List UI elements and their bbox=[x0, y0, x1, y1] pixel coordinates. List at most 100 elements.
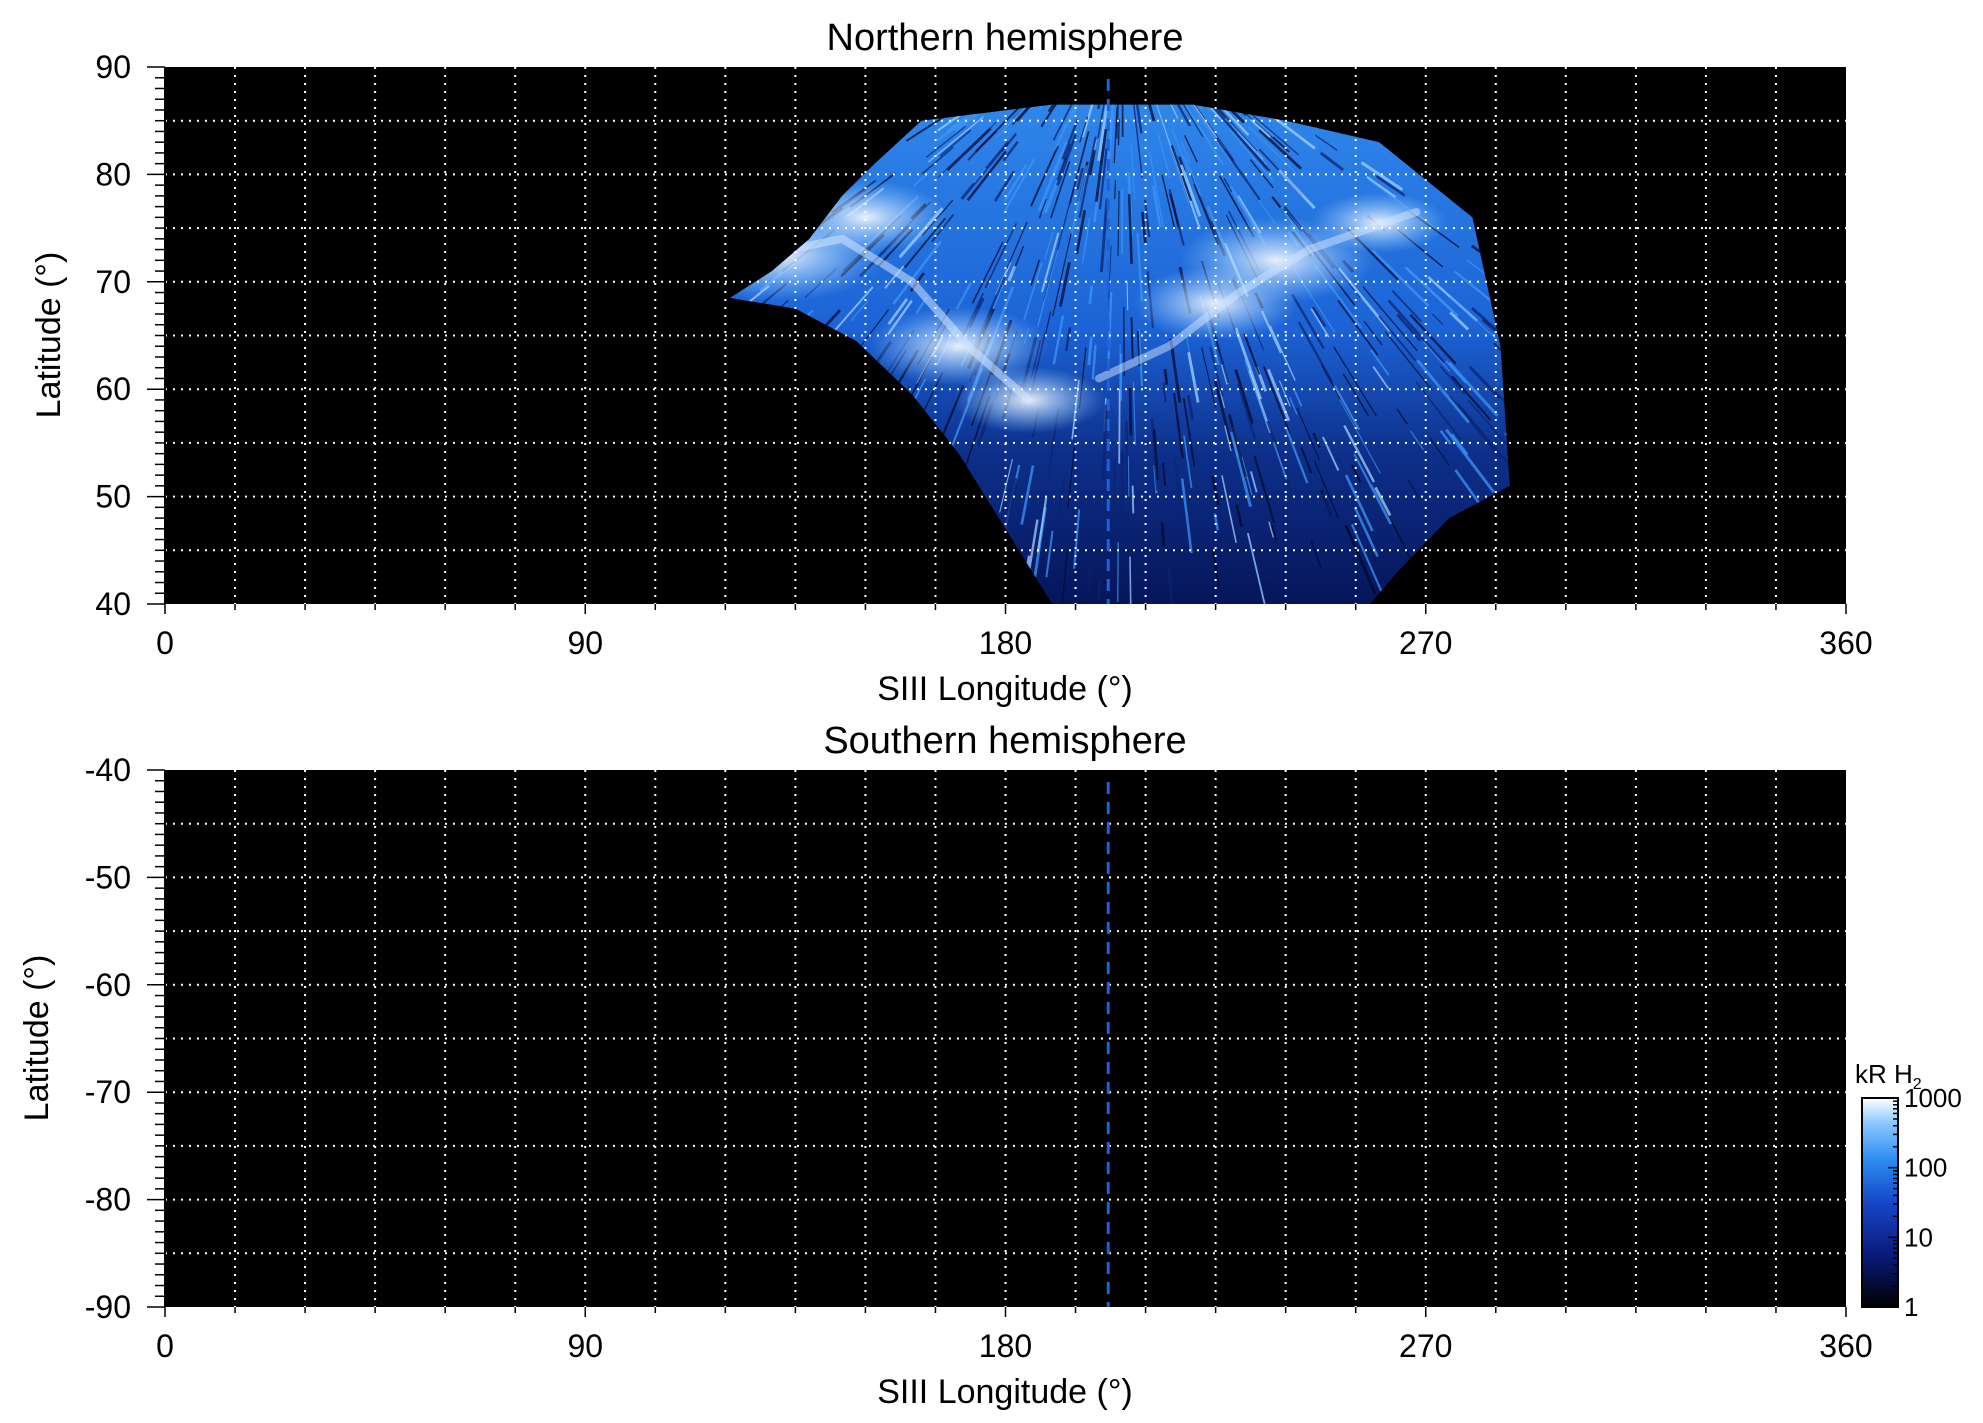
south-y-tick-label: -60 bbox=[85, 967, 131, 1003]
north-emission-streak bbox=[1333, 385, 1361, 431]
north-emission-streak bbox=[1250, 118, 1271, 139]
north-emission-streak bbox=[1360, 161, 1404, 191]
north-emission-streak bbox=[955, 282, 972, 310]
north-emission-streak bbox=[1001, 172, 1016, 195]
north-emission-streak bbox=[1363, 320, 1383, 346]
north-emission-streak bbox=[1247, 113, 1275, 138]
north-emission-streak bbox=[1030, 259, 1041, 286]
north-emission-streak bbox=[1241, 456, 1253, 496]
north-emission-streak bbox=[1125, 420, 1129, 502]
north-emission-streak bbox=[1088, 285, 1093, 305]
north-emission-streak bbox=[1113, 107, 1118, 164]
north-emission-streak bbox=[1429, 436, 1450, 466]
north-emission-streak bbox=[1351, 464, 1362, 483]
north-emission-streak bbox=[1253, 455, 1276, 524]
north-emission-streak bbox=[1006, 221, 1028, 270]
north-emission-streak bbox=[1052, 233, 1072, 317]
north-emission-streak bbox=[1211, 549, 1220, 586]
north-grid bbox=[165, 67, 1846, 604]
north-emission-streak bbox=[1296, 407, 1321, 461]
north-emission-streak bbox=[1128, 388, 1133, 436]
north-emission-streak bbox=[975, 104, 1035, 153]
south-x-axis-label: SIII Longitude (°) bbox=[877, 1373, 1133, 1411]
north-emission-streak bbox=[1432, 313, 1444, 326]
north-emission-streak bbox=[1266, 420, 1293, 491]
north-emission-streak bbox=[1044, 311, 1052, 335]
north-emission-streak bbox=[1246, 532, 1266, 604]
north-emission-streak bbox=[1387, 299, 1445, 364]
north-emission-streak bbox=[1185, 104, 1233, 163]
north-emission-streak bbox=[1450, 433, 1469, 456]
north-emission-streak bbox=[1023, 262, 1043, 321]
north-emission-streak bbox=[1167, 567, 1177, 604]
north-emission-streak bbox=[1449, 311, 1470, 331]
north-emission-streak bbox=[1244, 359, 1268, 425]
north-emission-streak bbox=[1101, 404, 1108, 480]
north-emission-streak bbox=[1468, 365, 1501, 400]
north-emission-streak bbox=[1007, 265, 1017, 282]
north-emission-streak bbox=[1378, 496, 1412, 560]
north-emission-streak bbox=[999, 458, 1013, 513]
north-emission-streak bbox=[954, 104, 1000, 132]
north-emission-streak bbox=[1036, 497, 1048, 553]
south-y-tick-label: -50 bbox=[85, 859, 131, 895]
north-emission-streak bbox=[1416, 359, 1470, 424]
north-emission-streak bbox=[1172, 392, 1184, 459]
north-emission-streak bbox=[1098, 147, 1108, 210]
north-emission-streak bbox=[1271, 525, 1278, 541]
north-emission-streak bbox=[1352, 448, 1373, 485]
colorbar-bar bbox=[1861, 1097, 1899, 1308]
north-y-tick-label: 80 bbox=[95, 156, 131, 192]
north-emission-streak bbox=[1151, 185, 1162, 228]
north-emission-streak bbox=[1311, 306, 1327, 328]
north-emission-streak bbox=[1162, 462, 1166, 486]
north-emission-streak bbox=[1269, 325, 1296, 381]
north-emission-streak bbox=[1050, 161, 1071, 219]
north-emission-streak bbox=[884, 265, 905, 289]
south-x-tick-label: 360 bbox=[1819, 1328, 1872, 1364]
north-emission-streak bbox=[1312, 432, 1321, 448]
north-emission-streak bbox=[1439, 429, 1452, 445]
north-emission-streak bbox=[1293, 388, 1303, 407]
north-emission-streak bbox=[1117, 119, 1120, 146]
north-emission-streak bbox=[1272, 441, 1288, 480]
south-x-tick-label: 0 bbox=[156, 1328, 174, 1364]
north-emission-streak bbox=[1233, 441, 1240, 458]
north-y-axis: 40 50 60 70 80 90 bbox=[95, 49, 166, 622]
north-emission-streak bbox=[1370, 349, 1390, 376]
north-x-axis: 0 90 180 270 360 bbox=[156, 604, 1873, 661]
north-emission-streak bbox=[1099, 198, 1109, 273]
north-emission-streak bbox=[1310, 540, 1322, 569]
north-emission-streak bbox=[1170, 145, 1192, 202]
colorbar-tick-label: 1 bbox=[1904, 1292, 1918, 1322]
north-emission-streak bbox=[1130, 317, 1134, 360]
north-emission-streak bbox=[1396, 313, 1422, 342]
north-aurora-feature bbox=[868, 306, 1049, 387]
north-emission-streak bbox=[1375, 175, 1406, 197]
north-x-tick-label: 0 bbox=[156, 625, 174, 661]
colorbar-tick-label: 100 bbox=[1904, 1153, 1947, 1183]
north-emission-streak bbox=[1154, 104, 1173, 151]
south-y-axis: -90 -80 -70 -60 -50 -40 bbox=[85, 752, 166, 1325]
north-emission-streak bbox=[1228, 414, 1247, 478]
north-emission-streak bbox=[1407, 479, 1419, 498]
north-emission-streak bbox=[1059, 552, 1068, 604]
north-y-axis-label: Latitude (°) bbox=[30, 252, 68, 419]
north-emission-streak bbox=[1040, 232, 1060, 293]
north-emission-streak bbox=[1445, 428, 1496, 494]
north-emission-streak bbox=[1187, 352, 1200, 403]
colorbar: kR H2 1 10 100 1000 bbox=[1855, 1059, 1962, 1322]
north-emission-streak bbox=[1044, 231, 1054, 260]
north-emission-streak bbox=[1004, 158, 1036, 212]
north-emission-streak bbox=[925, 125, 967, 158]
north-emission-streak bbox=[1182, 397, 1196, 467]
south-grid bbox=[165, 770, 1846, 1307]
south-y-axis-label: Latitude (°) bbox=[18, 955, 56, 1122]
north-emission-streak bbox=[1076, 167, 1084, 191]
north-emission-streak bbox=[1405, 266, 1459, 317]
north-emission-streak bbox=[1342, 373, 1370, 417]
south-y-tick-label: -80 bbox=[85, 1182, 131, 1218]
north-emission-streak bbox=[1061, 118, 1080, 160]
north-emission-streak bbox=[1081, 217, 1091, 264]
